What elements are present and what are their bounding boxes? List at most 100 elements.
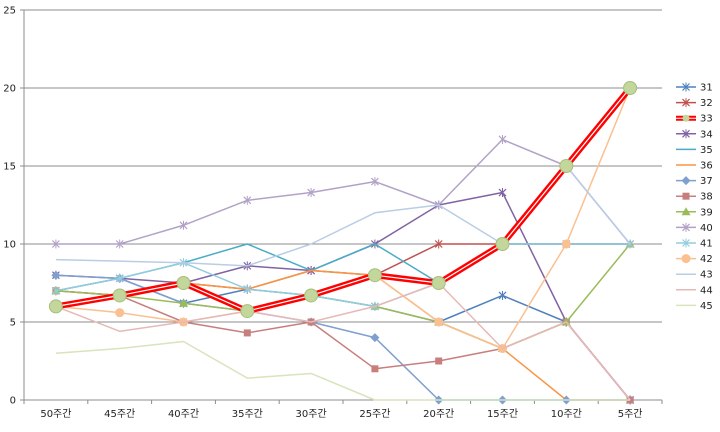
y-tick-label: 5 [10,318,16,329]
legend-item-34: 34 [676,129,713,140]
y-axis: 0 5 10 15 20 25 [3,6,25,407]
series-42 [51,83,635,354]
x-tick-label: 20주간 [423,408,454,420]
series-45 [55,340,631,401]
circle-marker [431,276,446,290]
x-tick-label: 45주간 [104,408,135,420]
x-tick-label: 15주간 [487,408,518,420]
circle-marker [112,288,127,303]
legend-item-33: 33 [676,114,713,125]
x-marker [682,238,690,248]
legend-label: 45 [700,301,713,312]
series-39 [51,239,635,353]
series-line [55,340,631,401]
circle-marker [623,81,638,95]
x-marker [179,220,188,230]
legend-label: 42 [700,254,713,265]
x-marker [434,239,443,249]
x-marker [682,98,690,108]
legend-item-37: 37 [676,176,713,187]
x-tick-label: 30주간 [296,408,327,420]
legend-item-43: 43 [676,270,713,281]
circle-marker [681,254,691,264]
series-33 [48,81,638,319]
triangle-marker [681,207,691,216]
legend-item-38: 38 [676,192,713,203]
circle-marker [115,308,125,318]
legend-label: 33 [700,114,713,125]
legend-item-45: 45 [676,301,713,312]
series-44 [55,282,631,401]
series-layer [48,81,638,405]
x-tick-label: 40주간 [168,408,199,420]
circle-marker [495,237,510,251]
x-marker [498,290,507,300]
legend-label: 38 [700,192,713,203]
x-marker [243,195,252,205]
series-line [55,191,631,401]
series-line [55,165,631,267]
series-line-inner [55,87,631,312]
legend-label: 44 [700,285,713,296]
x-marker [370,177,379,187]
y-tick-label: 20 [3,84,16,95]
x-marker [307,188,316,198]
legend-label: 40 [700,223,713,234]
legend-label: 31 [700,83,713,94]
circle-marker [304,288,319,303]
legend-item-44: 44 [676,285,713,296]
legend-label: 34 [700,129,713,140]
circle-marker [367,268,382,283]
series-line [55,138,631,245]
x-tick-label: 50주간 [40,408,71,420]
legend-label: 37 [700,176,713,187]
legend-label: 43 [700,270,713,281]
series-line [55,243,631,350]
legend-item-36: 36 [676,161,713,172]
series-43 [55,165,631,267]
series-line [55,87,631,350]
legend-label: 39 [700,207,713,218]
legend-item-32: 32 [676,98,713,109]
x-tick-label: 5주간 [618,408,643,420]
legend-item-40: 40 [676,222,713,234]
series-34 [51,188,635,405]
x-marker [115,239,124,249]
x-marker [243,284,252,294]
circle-marker [561,239,571,249]
circle-marker [240,304,255,319]
x-marker [682,222,690,232]
triangle-marker [179,298,188,307]
legend-marker [682,114,690,122]
x-marker [498,134,507,144]
legend-label: 32 [700,98,713,109]
circle-marker [48,299,63,314]
x-tick-label: 35주간 [232,408,263,420]
x-marker [51,239,60,249]
legend-item-42: 42 [676,254,713,265]
circle-marker [176,276,191,290]
square-marker [243,329,251,337]
circle-marker [559,159,574,173]
y-tick-label: 10 [3,240,16,251]
diamond-marker [51,270,61,280]
legend: 31 32 33 34 35 36 37 38 39 40 41 42 43 44 45 [676,82,713,312]
x-tick-label: 10주간 [551,408,582,420]
x-marker [115,273,124,283]
diamond-marker [681,176,691,186]
legend-item-39: 39 [676,207,713,218]
x-tick-label: 25주간 [359,408,390,420]
legend-label: 35 [700,145,713,156]
square-marker [682,192,690,200]
x-marker [682,129,690,139]
legend-label: 41 [700,239,713,250]
circle-marker [434,317,444,327]
y-tick-label: 0 [10,396,16,407]
legend-item-41: 41 [676,238,713,250]
x-marker [498,188,507,198]
y-tick-label: 25 [3,6,16,17]
legend-item-35: 35 [676,145,713,156]
series-line [55,282,631,401]
series-line [55,243,631,308]
